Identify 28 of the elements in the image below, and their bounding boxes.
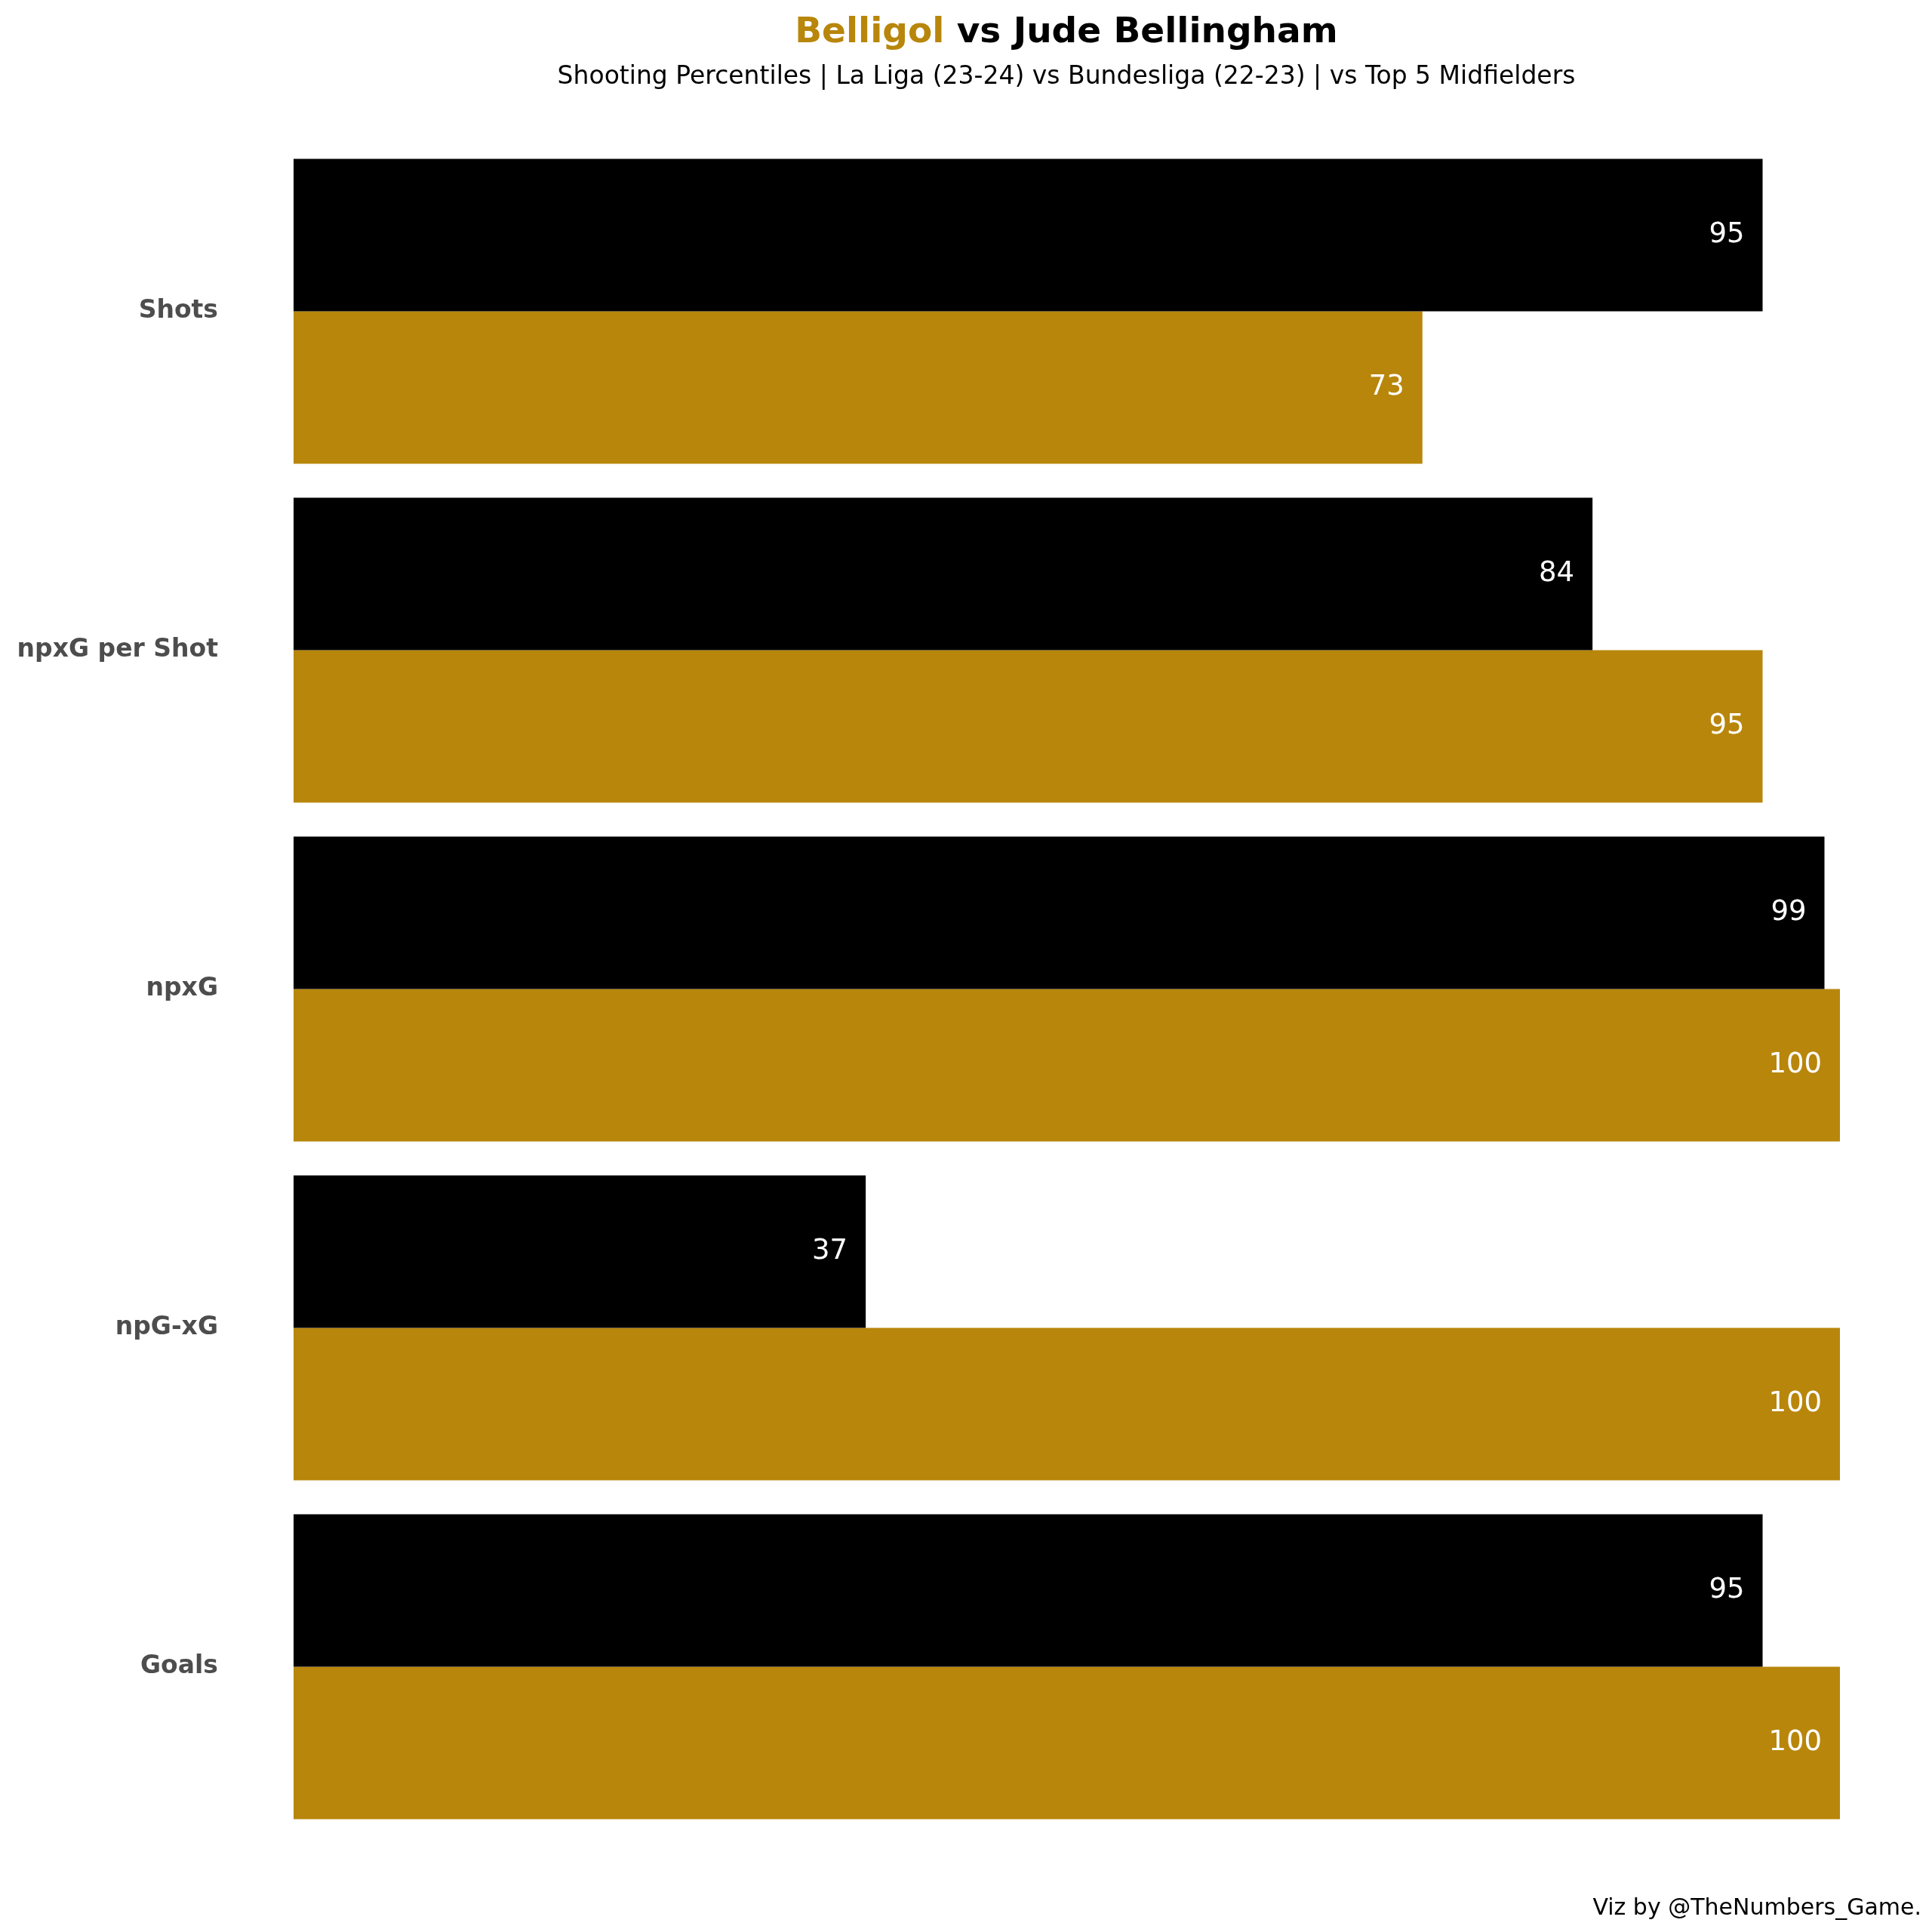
data-label: 37 <box>812 1233 848 1266</box>
y-tick-label: Goals <box>140 1650 218 1680</box>
bar <box>294 1327 1840 1481</box>
bar <box>294 311 1423 464</box>
y-tick-label: npxG <box>146 972 218 1002</box>
data-label: 99 <box>1770 894 1807 928</box>
data-label: 95 <box>1709 1572 1745 1605</box>
data-label: 95 <box>1709 217 1745 250</box>
bar <box>294 158 1763 312</box>
bar <box>294 836 1825 989</box>
bar <box>294 497 1593 651</box>
data-label: 73 <box>1368 369 1404 402</box>
text: Viz by @TheNumbers_Game. <box>1592 1894 1921 1920</box>
bar <box>294 1175 866 1328</box>
data-label: 95 <box>1709 708 1745 741</box>
bar <box>294 1666 1840 1820</box>
data-label: 84 <box>1539 555 1575 589</box>
bar <box>294 989 1840 1142</box>
data-label: 100 <box>1768 1047 1822 1080</box>
bar <box>294 650 1763 803</box>
y-tick-label: npG-xG <box>115 1311 218 1341</box>
bar <box>294 1514 1763 1667</box>
y-tick-label: Shots <box>138 294 218 325</box>
y-tick-label: npxG per Shot <box>17 633 219 663</box>
data-label: 100 <box>1768 1386 1822 1419</box>
chart-subtitle: Shooting Percentiles | La Liga (23-24) vs Bundesliga (22-23) | vs Top 5 Midfielders <box>557 60 1576 90</box>
data-label: 100 <box>1768 1724 1822 1758</box>
chart-title: Belligol vs Jude Bellingham <box>795 9 1338 51</box>
